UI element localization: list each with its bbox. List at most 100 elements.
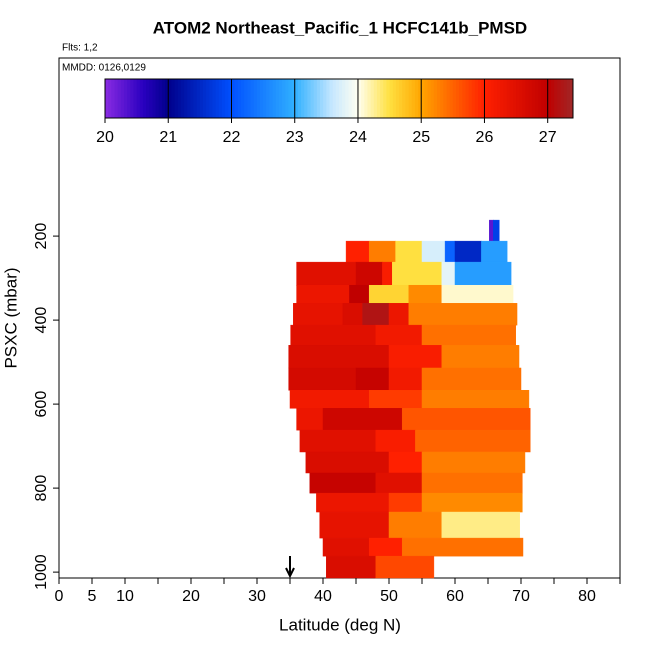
- colorbar-cell: [263, 79, 267, 118]
- data-cell: [388, 345, 443, 369]
- colorbar-cell: [389, 79, 394, 118]
- colorbar-cell: [376, 79, 381, 118]
- colorbar-cell: [342, 79, 346, 118]
- x-axis-label: Latitude (deg N): [279, 615, 401, 634]
- colorbar-cell: [563, 79, 568, 118]
- colorbar-cell: [244, 79, 248, 118]
- colorbar-cell: [503, 79, 508, 118]
- data-cell: [388, 511, 443, 539]
- data-cell: [375, 429, 416, 453]
- x-tick-label: 20: [182, 588, 200, 605]
- colorbar-cell: [351, 79, 356, 118]
- colorbar-cell: [108, 79, 112, 118]
- annotation: Flts: 1,2: [62, 43, 98, 54]
- colorbar-cell: [440, 79, 444, 118]
- colorbar-cell: [190, 79, 195, 118]
- data-cell: [288, 367, 357, 391]
- colorbar-cell: [522, 79, 527, 118]
- data-cell: [355, 261, 383, 286]
- data-cell: [355, 367, 390, 391]
- colorbar-cell: [247, 79, 251, 118]
- x-tick-label: 5: [88, 588, 97, 605]
- data-cell: [316, 492, 390, 513]
- data-cell: [345, 240, 370, 263]
- colorbar-cell: [203, 79, 207, 118]
- colorbar-cell: [364, 79, 368, 118]
- y-tick-label: 800: [33, 475, 50, 502]
- colorbar-tick-label: 20: [96, 129, 114, 146]
- colorbar-cell: [395, 79, 400, 118]
- data-cell: [392, 261, 443, 286]
- colorbar-cell: [512, 79, 517, 118]
- colorbar-cell: [427, 79, 432, 118]
- data-cell: [408, 284, 443, 304]
- colorbar-cell: [459, 79, 463, 118]
- x-tick-label: 70: [512, 588, 530, 605]
- colorbar-cell: [392, 79, 397, 118]
- colorbar-cell: [180, 79, 185, 118]
- colorbar-cell: [161, 79, 166, 118]
- data-cell: [322, 408, 403, 431]
- data-cell: [322, 537, 370, 557]
- colorbar-cell: [117, 79, 122, 118]
- data-cell: [401, 408, 531, 431]
- data-cell: [368, 537, 403, 557]
- data-cell: [296, 261, 357, 286]
- colorbar-cell: [348, 79, 353, 118]
- colorbar-cell: [465, 79, 470, 118]
- colorbar-cell: [506, 79, 511, 118]
- colorbar-cell: [256, 79, 261, 118]
- colorbar-cell: [171, 79, 176, 118]
- colorbar-cell: [481, 79, 485, 118]
- colorbar-cell: [547, 79, 552, 118]
- x-tick-label: 30: [248, 588, 266, 605]
- colorbar-cell: [528, 79, 533, 118]
- colorbar-cell: [414, 79, 419, 118]
- colorbar-cell: [380, 79, 384, 118]
- colorbar-cell: [449, 79, 454, 118]
- colorbar-cell: [421, 79, 425, 118]
- colorbar-cell: [446, 79, 451, 118]
- colorbar-cell: [535, 79, 539, 118]
- data-cell: [349, 284, 370, 304]
- colorbar-tick-label: 24: [349, 129, 367, 146]
- x-tick-label: 60: [446, 588, 464, 605]
- colorbar-cell: [152, 79, 157, 118]
- colorbar-cell: [557, 79, 561, 118]
- colorbar-cell: [326, 79, 331, 118]
- colorbar-cell: [187, 79, 191, 118]
- colorbar-cell: [272, 79, 277, 118]
- colorbar-cell: [519, 79, 523, 118]
- data-cell: [454, 240, 482, 263]
- colorbar-cell: [206, 79, 210, 118]
- data-cell: [401, 537, 524, 557]
- colorbar-cell: [196, 79, 201, 118]
- colorbar-cell: [373, 79, 378, 118]
- colorbar-cell: [168, 79, 172, 118]
- colorbar-cell: [424, 79, 429, 118]
- colorbar-cell: [497, 79, 501, 118]
- colorbar-cell: [471, 79, 476, 118]
- colorbar-cell: [250, 79, 255, 118]
- colorbar-cell: [357, 79, 362, 118]
- y-axis-label: PSXC (mbar): [1, 267, 20, 368]
- data-cell: [289, 389, 370, 409]
- data-cell: [454, 261, 512, 286]
- colorbar-cell: [541, 79, 546, 118]
- data-cell: [408, 303, 518, 326]
- data-cell: [421, 240, 446, 263]
- data-cell: [421, 472, 523, 494]
- data-cell: [299, 429, 377, 453]
- data-cell: [481, 240, 508, 263]
- colorbar-cell: [307, 79, 312, 118]
- data-cell: [395, 240, 423, 263]
- colorbar-cell: [193, 79, 198, 118]
- colorbar-cell: [105, 79, 109, 118]
- data-cell: [326, 555, 377, 579]
- colorbar-cell: [316, 79, 321, 118]
- colorbar-cell: [149, 79, 153, 118]
- x-tick-label: 40: [314, 588, 332, 605]
- colorbar-cell: [114, 79, 119, 118]
- colorbar-cell: [386, 79, 391, 118]
